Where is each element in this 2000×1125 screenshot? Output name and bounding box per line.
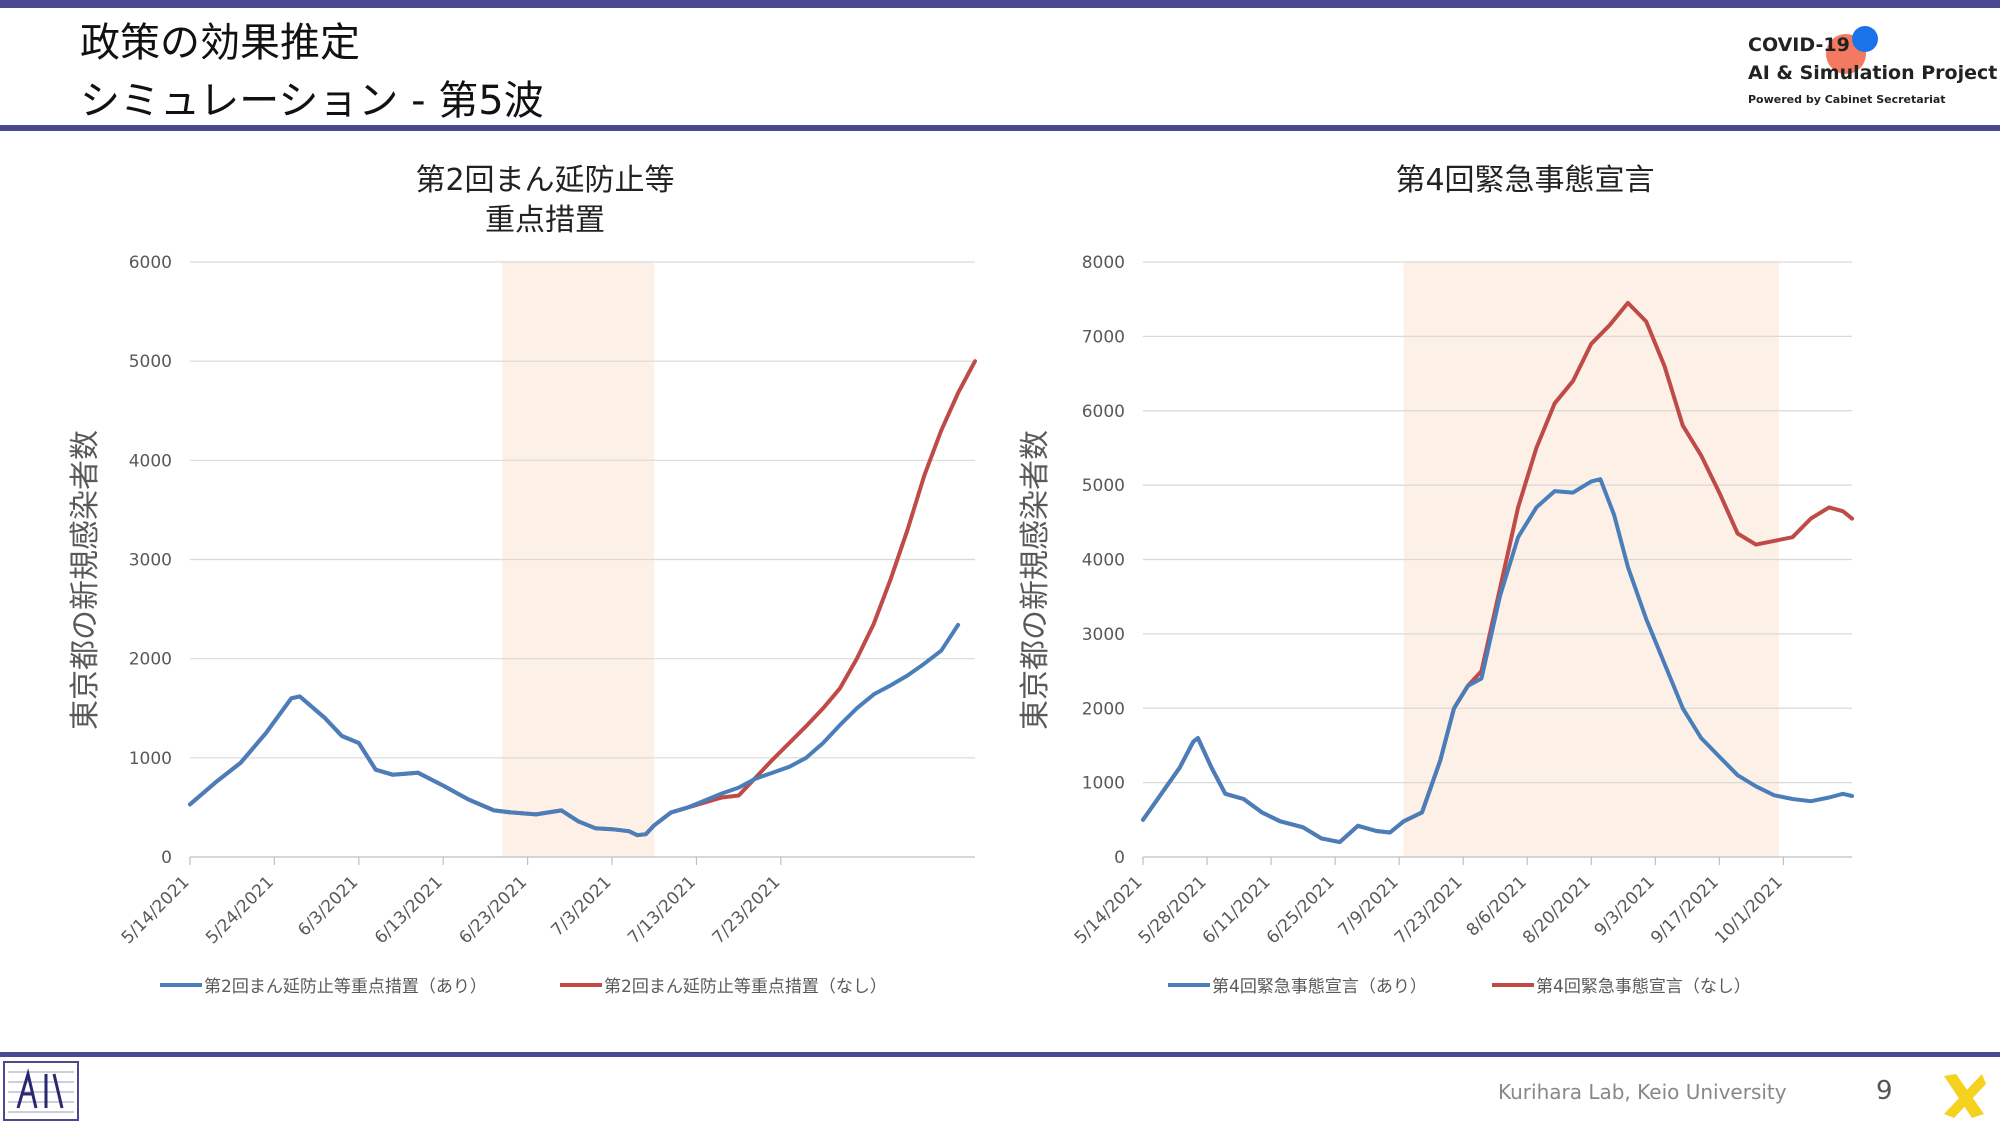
chart2-ytick-label: 6000 — [1082, 402, 1125, 422]
chart1-title: 重点措置 — [485, 203, 605, 238]
chart2-series-line-with — [1141, 477, 1854, 845]
chart1-ytick-label: 4000 — [129, 451, 172, 471]
chart2-xtick-label: 6/11/2021 — [1199, 872, 1275, 948]
footer-credit: Kurihara Lab, Keio University — [1498, 1080, 1787, 1104]
slide-title: 政策の効果推定 シミュレーション - 第5波 — [80, 14, 544, 130]
chart2-ytick-label: 3000 — [1082, 625, 1125, 645]
chart1-ytick-label: 0 — [161, 848, 172, 868]
chart2-ytick-label: 0 — [1114, 848, 1125, 868]
chart2-legend-label: 第4回緊急事態宣言（なし） — [1536, 977, 1751, 997]
chart2-xtick-label: 7/23/2021 — [1391, 872, 1467, 948]
logo-line1: COVID-19 — [1748, 34, 1850, 56]
chart2-ytick-label: 5000 — [1082, 476, 1125, 496]
project-logo: COVID-19 AI & Simulation Project Powered… — [1748, 26, 1997, 115]
chart2-xtick-label: 9/3/2021 — [1591, 872, 1659, 940]
logo-line3: Powered by Cabinet Secretariat — [1748, 93, 1946, 106]
chart1-xtick-label: 6/3/2021 — [294, 872, 362, 940]
slide-title-line1: 政策の効果推定 — [80, 20, 360, 66]
chart2-xtick-label: 8/6/2021 — [1463, 872, 1531, 940]
header-divider — [0, 125, 2000, 131]
chart1-ytick-label: 1000 — [129, 749, 172, 769]
chart2-ylabel: 東京都の新規感染者数 — [1018, 430, 1053, 730]
chart2-xtick-label: 7/9/2021 — [1335, 872, 1403, 940]
chart1-ytick-label: 2000 — [129, 650, 172, 670]
chart1-xtick-label: 7/3/2021 — [547, 872, 615, 940]
slide-title-line2: シミュレーション - 第5波 — [80, 78, 544, 124]
page-number: 9 — [1876, 1076, 1893, 1106]
logo-line2: AI & Simulation Project — [1748, 62, 1998, 84]
corner-x-logo-icon — [1944, 1074, 1986, 1118]
chart2-xtick-label: 8/20/2021 — [1519, 872, 1595, 948]
chart1-xtick-label: 5/24/2021 — [202, 872, 278, 948]
chart2-xtick-label: 6/25/2021 — [1263, 872, 1339, 948]
chart1-ytick-label: 5000 — [129, 352, 172, 372]
chart1-xtick-label: 7/13/2021 — [624, 872, 700, 948]
chart2-ytick-label: 7000 — [1082, 327, 1125, 347]
lab-logo-icon — [3, 1061, 79, 1121]
chart1-xtick-label: 6/13/2021 — [371, 872, 447, 948]
chart1-series-line-with — [188, 622, 961, 838]
chart1-xtick-label: 6/23/2021 — [455, 872, 531, 948]
chart2-xtick-label: 9/17/2021 — [1647, 872, 1723, 948]
chart2-ytick-label: 2000 — [1082, 699, 1125, 719]
chart1-ylabel: 東京都の新規感染者数 — [68, 430, 103, 730]
chart2-ytick-label: 4000 — [1082, 551, 1125, 571]
top-accent-bar — [0, 0, 2000, 8]
chart1-legend-label: 第2回まん延防止等重点措置（あり） — [204, 977, 487, 997]
footer-divider — [0, 1052, 2000, 1057]
chart1-ytick-label: 3000 — [129, 551, 172, 571]
chart2-legend-label: 第4回緊急事態宣言（あり） — [1212, 977, 1427, 997]
chart1-xtick-label: 5/14/2021 — [118, 872, 194, 948]
chart1-legend-label: 第2回まん延防止等重点措置（なし） — [604, 977, 887, 997]
chart1-xtick-label: 7/23/2021 — [709, 872, 785, 948]
chart2-ytick-label: 8000 — [1082, 253, 1125, 273]
chart1-ytick-label: 6000 — [129, 253, 172, 273]
chart2-xtick-label: 5/28/2021 — [1135, 872, 1211, 948]
chart1-title: 第2回まん延防止等 — [415, 163, 674, 198]
chart2-ytick-label: 1000 — [1082, 774, 1125, 794]
logo-blue-dot — [1852, 26, 1878, 52]
chart2-title: 第4回緊急事態宣言 — [1395, 163, 1654, 198]
chart2-xtick-label: 10/1/2021 — [1711, 872, 1787, 948]
chart2-xtick-label: 5/14/2021 — [1071, 872, 1147, 948]
